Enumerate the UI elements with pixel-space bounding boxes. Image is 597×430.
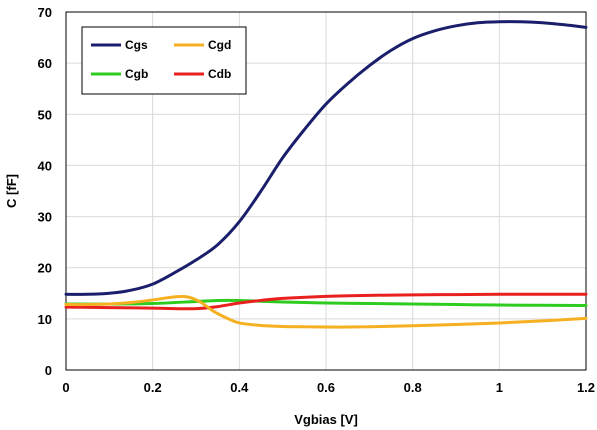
x-tick-label: 0.8 xyxy=(404,380,422,395)
x-tick-label: 1 xyxy=(496,380,503,395)
y-axis-label: C [fF] xyxy=(4,174,19,208)
y-axis-ticks: 0 10 20 30 40 50 60 70 xyxy=(38,5,52,378)
y-tick-label: 70 xyxy=(38,5,52,20)
series-line-cgd xyxy=(64,294,588,329)
x-tick-label: 0.4 xyxy=(230,380,249,395)
y-tick-label: 0 xyxy=(45,363,52,378)
x-axis-ticks: 0 0.2 0.4 0.6 0.8 1 1.2 xyxy=(62,380,595,395)
y-tick-label: 10 xyxy=(38,312,52,327)
y-tick-label: 60 xyxy=(38,56,52,71)
legend: Cgs Cgd Cgb Cdb xyxy=(81,26,247,95)
series-line-cdb xyxy=(64,292,588,311)
legend-label-cgb: Cgb xyxy=(125,67,148,81)
series-layer xyxy=(64,20,588,329)
x-axis-label: Vgbias [V] xyxy=(294,412,358,427)
x-tick-label: 0.6 xyxy=(317,380,335,395)
y-tick-label: 20 xyxy=(38,261,52,276)
x-tick-label: 1.2 xyxy=(577,380,595,395)
series-line-cgs xyxy=(64,20,588,296)
grid-lines xyxy=(65,11,587,371)
x-tick-label: 0 xyxy=(62,380,69,395)
legend-label-cgd: Cgd xyxy=(208,38,231,52)
legend-label-cdb: Cdb xyxy=(208,67,231,81)
series-line-cgb xyxy=(64,298,588,308)
plot-area-frame xyxy=(65,11,587,371)
legend-label-cgs: Cgs xyxy=(125,38,148,52)
y-tick-label: 30 xyxy=(38,210,52,225)
y-tick-label: 50 xyxy=(38,107,52,122)
x-tick-label: 0.2 xyxy=(144,380,162,395)
y-tick-label: 40 xyxy=(38,158,52,173)
legend-box xyxy=(81,26,247,95)
